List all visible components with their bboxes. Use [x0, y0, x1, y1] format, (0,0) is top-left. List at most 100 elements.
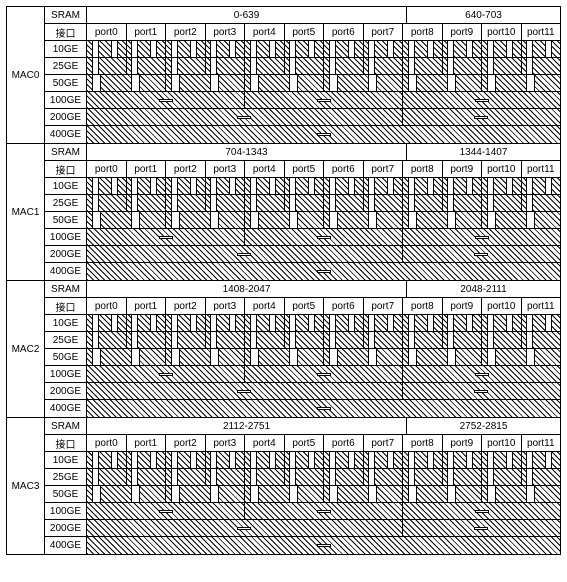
mac-block: MAC2SRAM1408-20472048-2111接口port0port1po…: [7, 281, 560, 418]
port-header: port5: [285, 161, 325, 177]
alloc-cell: [166, 315, 206, 331]
alloc-span: [245, 212, 324, 228]
alloc-span: [166, 75, 245, 91]
alloc-cell: [206, 41, 246, 57]
row-25GE: 25GE: [45, 58, 560, 75]
sram-range-left: 704-1343: [87, 144, 407, 160]
alloc-cell: [166, 195, 206, 211]
row-接口: 接口port0port1port2port3port4port5port6por…: [45, 24, 560, 41]
alloc-cell: [87, 195, 127, 211]
alloc-span: [403, 246, 560, 262]
alloc-cell: [403, 178, 443, 194]
port-header: port9: [443, 435, 483, 451]
alloc-span: [166, 486, 245, 502]
alloc-cell: [522, 332, 561, 348]
row-label: 10GE: [45, 41, 87, 57]
row-接口: 接口port0port1port2port3port4port5port6por…: [45, 435, 560, 452]
port-header: port0: [87, 435, 127, 451]
row-label: SRAM: [45, 281, 87, 297]
row-100GE: 100GE: [45, 366, 560, 383]
port-header: port8: [403, 298, 443, 314]
alloc-cell: [482, 469, 522, 485]
port-header: port9: [443, 298, 483, 314]
alloc-span: [87, 229, 245, 245]
port-header: port10: [482, 298, 522, 314]
port-header: port10: [482, 24, 522, 40]
alloc-cell: [443, 452, 483, 468]
alloc-cell: [443, 41, 483, 57]
alloc-cell: [245, 195, 285, 211]
alloc-cell: [206, 452, 246, 468]
row-label: 10GE: [45, 315, 87, 331]
alloc-cell: [364, 332, 404, 348]
alloc-cell: [127, 41, 167, 57]
port-header: port5: [285, 435, 325, 451]
alloc-span: [245, 92, 403, 108]
alloc-cell: [324, 58, 364, 74]
alloc-cell: [87, 58, 127, 74]
row-label: SRAM: [45, 418, 87, 434]
row-label: 50GE: [45, 75, 87, 91]
sram-range-right: 640-703: [407, 7, 560, 23]
alloc-cell: [522, 178, 561, 194]
alloc-cell: [482, 58, 522, 74]
row-200GE: 200GE: [45, 520, 560, 537]
alloc-cell: [364, 452, 404, 468]
alloc-span: [87, 537, 560, 554]
alloc-cell: [206, 195, 246, 211]
port-header: port6: [324, 24, 364, 40]
alloc-cell: [245, 178, 285, 194]
alloc-span: [482, 75, 560, 91]
alloc-cell: [166, 178, 206, 194]
alloc-span: [87, 400, 560, 417]
alloc-cell: [324, 332, 364, 348]
sram-range-left: 0-639: [87, 7, 407, 23]
alloc-cell: [443, 178, 483, 194]
row-100GE: 100GE: [45, 229, 560, 246]
alloc-span: [87, 366, 245, 382]
port-header: port3: [206, 24, 246, 40]
alloc-cell: [522, 469, 561, 485]
alloc-cell: [206, 469, 246, 485]
port-header: port3: [206, 435, 246, 451]
alloc-cell: [403, 315, 443, 331]
alloc-span: [245, 366, 403, 382]
alloc-span: [245, 229, 403, 245]
alloc-cell: [127, 332, 167, 348]
alloc-span: [403, 520, 560, 536]
mac-label: MAC0: [7, 7, 45, 143]
alloc-span: [403, 486, 482, 502]
alloc-cell: [482, 195, 522, 211]
port-header: port4: [245, 435, 285, 451]
port-header: port6: [324, 298, 364, 314]
row-400GE: 400GE: [45, 263, 560, 280]
alloc-cell: [245, 41, 285, 57]
alloc-cell: [522, 195, 561, 211]
row-label: 400GE: [45, 126, 87, 143]
port-header: port0: [87, 161, 127, 177]
alloc-cell: [522, 58, 561, 74]
alloc-cell: [166, 469, 206, 485]
port-header: port10: [482, 161, 522, 177]
alloc-span: [324, 486, 403, 502]
alloc-cell: [245, 332, 285, 348]
row-label: 25GE: [45, 58, 87, 74]
port-header: port7: [364, 161, 404, 177]
row-SRAM: SRAM0-639640-703: [45, 7, 560, 24]
row-label: 50GE: [45, 486, 87, 502]
alloc-span: [87, 126, 560, 143]
port-header: port11: [522, 298, 561, 314]
port-header: port0: [87, 298, 127, 314]
alloc-span: [166, 212, 245, 228]
port-header: port2: [166, 161, 206, 177]
alloc-cell: [127, 178, 167, 194]
alloc-cell: [206, 178, 246, 194]
alloc-cell: [364, 178, 404, 194]
row-label: 100GE: [45, 229, 87, 245]
alloc-span: [87, 383, 403, 399]
alloc-cell: [403, 469, 443, 485]
alloc-cell: [245, 315, 285, 331]
alloc-cell: [443, 58, 483, 74]
port-header: port7: [364, 298, 404, 314]
port-header: port8: [403, 435, 443, 451]
